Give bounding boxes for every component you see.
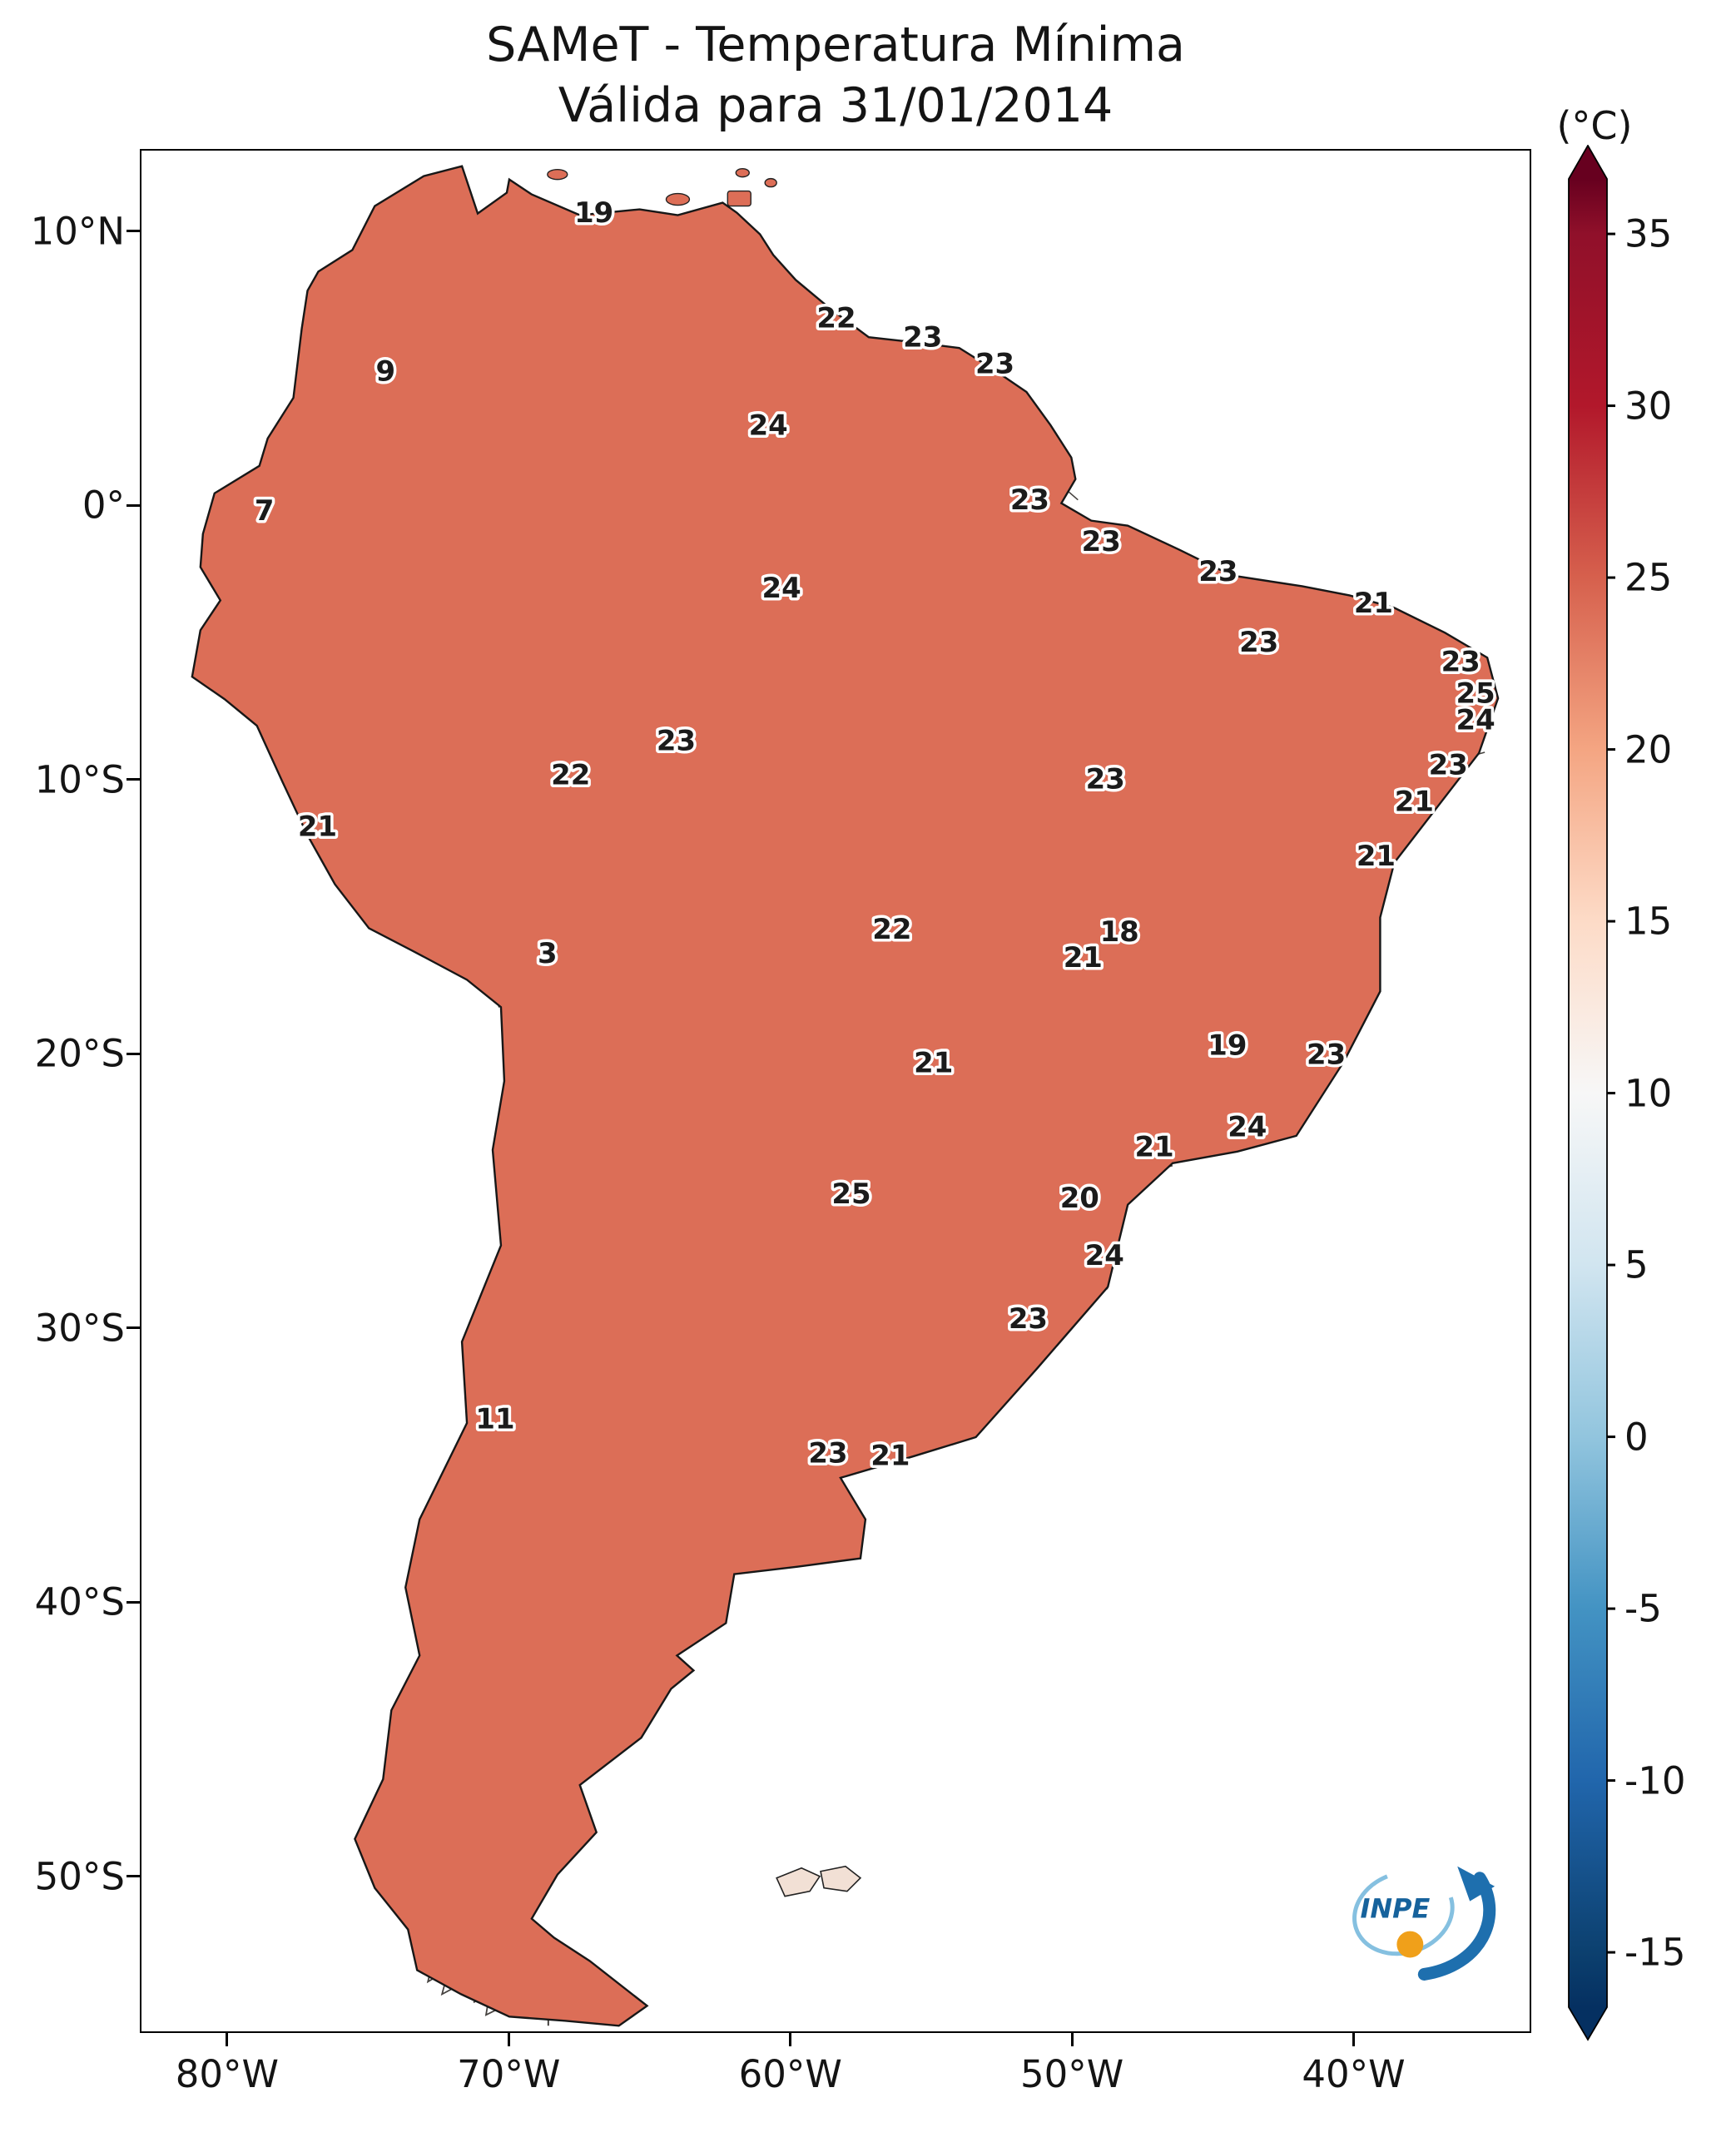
colorbar-extend-top [1569, 146, 1607, 179]
y-axis-tick-label: 10°S [34, 757, 125, 802]
temperature-label: 23 [1010, 483, 1049, 516]
temperature-label: 23 [975, 348, 1014, 380]
temperature-label: 24 [1456, 704, 1495, 736]
y-axis-tick-label: 40°S [34, 1579, 125, 1624]
temperature-label: 23 [1082, 525, 1121, 558]
inpe-logo-arrow [1417, 1872, 1496, 1981]
x-axis-tick-mark [789, 2033, 792, 2046]
colorbar-tick-label: 0 [1624, 1415, 1649, 1460]
temperature-label: 21 [298, 810, 337, 842]
map-title: SAMeT - Temperatura Mínima Válida para 3… [140, 15, 1531, 136]
x-axis-tick-mark [226, 2033, 229, 2046]
temperature-label: 24 [1085, 1239, 1124, 1272]
colorbar-tick-label: 10 [1624, 1071, 1673, 1116]
y-axis-tick-mark [126, 778, 140, 781]
temperature-label: 18 [1100, 915, 1139, 948]
y-axis-tick-label: 10°N [30, 209, 125, 254]
colorbar-tick-label: 30 [1624, 384, 1673, 429]
y-axis-tick-label: 30°S [34, 1306, 125, 1351]
temperature-label: 9 [375, 355, 395, 388]
colorbar-tick-label: -10 [1624, 1758, 1686, 1803]
colorbar-tickmarks [1607, 232, 1615, 1954]
temperature-label: 24 [762, 572, 801, 604]
temperature-label: 25 [831, 1178, 870, 1210]
temperature-label: 7 [255, 494, 275, 527]
coastline [191, 165, 1500, 2027]
y-axis-tick-mark [126, 503, 140, 507]
temperature-label: 21 [1354, 587, 1393, 619]
temperature-label: 23 [1198, 555, 1238, 588]
x-axis-tick-mark [1352, 2033, 1355, 2046]
x-axis-tick-label: 40°W [1302, 2052, 1406, 2096]
temperature-label: 23 [903, 321, 942, 354]
x-axis-tick-label: 60°W [738, 2052, 842, 2096]
temperature-label: 23 [1086, 762, 1125, 795]
map-plot-area: INPE 19 22 23 23 9 24 7 23 23 24 23 21 23 23 25 24 23 22 2… [140, 149, 1531, 2033]
temperature-label: 23 [1441, 646, 1481, 678]
temperature-label: 21 [870, 1439, 910, 1471]
temperature-label: 23 [1239, 626, 1278, 658]
colorbar-tick-label: 5 [1624, 1242, 1649, 1287]
x-axis-tick-mark [507, 2033, 510, 2046]
temperature-label: 23 [1429, 748, 1468, 781]
temperature-label: 24 [749, 409, 788, 441]
temperature-label: 19 [574, 196, 613, 229]
inpe-logo-dot [1396, 1931, 1424, 1958]
temperature-label: 23 [1009, 1302, 1048, 1335]
temperature-label: 23 [657, 725, 696, 757]
y-axis-tick-label: 20°S [34, 1031, 125, 1076]
colorbar-tick-label: 25 [1624, 555, 1673, 600]
temperature-label: 21 [1134, 1130, 1173, 1163]
x-axis-tick-label: 50°W [1019, 2052, 1124, 2096]
temperature-label: 3 [538, 937, 558, 969]
temperature-label: 25 [1456, 677, 1495, 710]
y-axis-tick-mark [126, 1600, 140, 1604]
x-axis-tick-label: 70°W [457, 2052, 561, 2096]
caribbean-islands [547, 167, 777, 207]
colorbar-extend-bottom [1569, 2007, 1607, 2040]
temperature-label: 22 [872, 913, 911, 945]
temperature-label: 20 [1060, 1182, 1099, 1214]
colorbar-outline [1568, 145, 1608, 2041]
temperature-label: 21 [1357, 840, 1396, 872]
temperature-label: 22 [816, 302, 856, 335]
colorbar-tick-label: -5 [1624, 1586, 1662, 1631]
colorbar-tick-label: 35 [1624, 211, 1673, 256]
y-axis-tick-label: 50°S [34, 1854, 125, 1899]
falkland-islands [776, 1865, 862, 1897]
temperature-label: 11 [475, 1403, 514, 1435]
colorbar-unit-label: (°C) [1556, 103, 1633, 148]
colorbar-tick-label: 15 [1624, 899, 1673, 944]
temperature-label: 23 [1307, 1039, 1346, 1071]
temperature-label: 19 [1208, 1029, 1247, 1062]
temperature-label: 22 [551, 758, 590, 791]
colorbar [1568, 145, 1615, 2041]
y-axis-tick-mark [126, 1326, 140, 1330]
temperature-label: 23 [808, 1436, 847, 1469]
temperature-label: 21 [914, 1047, 953, 1079]
y-axis-tick-mark [126, 1875, 140, 1878]
map-title-line1: SAMeT - Temperatura Mínima [486, 17, 1185, 72]
y-axis-tick-mark [126, 230, 140, 233]
colorbar-tick-label: 20 [1624, 727, 1673, 772]
colorbar-tick-label: -15 [1624, 1930, 1686, 1975]
temperature-label: 21 [1395, 785, 1434, 817]
x-axis-tick-mark [1070, 2033, 1074, 2046]
y-axis-tick-label: 0° [82, 483, 125, 528]
inpe-logo: INPE [1352, 1866, 1496, 1981]
temperature-label: 21 [1064, 941, 1103, 974]
colorbar-gradient-bar [1569, 179, 1607, 2007]
y-axis-tick-mark [126, 1052, 140, 1055]
inpe-logo-text: INPE [1361, 1893, 1431, 1925]
temperature-label: 24 [1228, 1110, 1267, 1143]
map-title-line2: Válida para 31/01/2014 [558, 77, 1114, 133]
x-axis-tick-label: 80°W [175, 2052, 280, 2096]
